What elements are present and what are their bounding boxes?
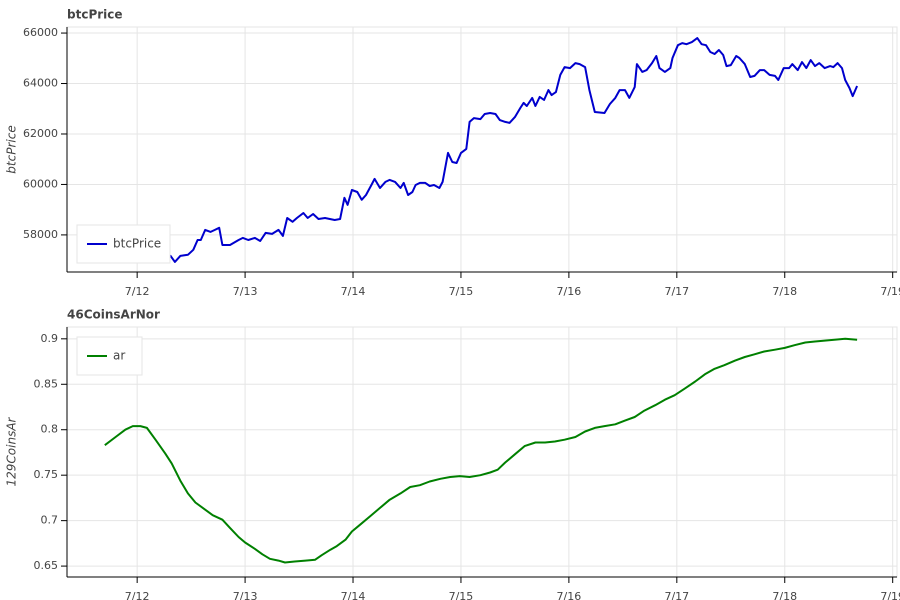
- legend-label: btcPrice: [113, 237, 161, 251]
- y-axis-label: 129CoinsAr: [5, 416, 19, 486]
- x-tick-label: 7/12: [125, 285, 150, 298]
- x-tick-label: 7/18: [772, 590, 797, 600]
- y-tick-label: 0.8: [41, 423, 59, 436]
- y-tick-label: 0.9: [41, 332, 59, 345]
- y-tick-label: 66000: [23, 26, 58, 39]
- y-tick-label: 58000: [23, 228, 58, 241]
- legend-box: [76, 336, 143, 376]
- y-tick-label: 0.85: [34, 377, 59, 390]
- y-tick-label: 62000: [23, 127, 58, 140]
- y-axis-label: btcPrice: [5, 125, 19, 173]
- chart-title: 46CoinsArNor: [67, 308, 160, 322]
- y-tick-label: 0.75: [34, 468, 59, 481]
- data-line: [104, 37, 859, 263]
- plot-frame: [66, 326, 898, 578]
- x-tick-label: 7/14: [341, 285, 366, 298]
- x-tick-label: 7/13: [233, 590, 258, 600]
- x-tick-label: 7/19: [880, 285, 900, 298]
- x-tick-label: 7/13: [233, 285, 258, 298]
- y-tick-label: 60000: [23, 177, 58, 190]
- y-tick-label: 0.7: [41, 514, 59, 527]
- y-tick-label: 64000: [23, 77, 58, 90]
- y-tick-label: 0.65: [34, 559, 59, 572]
- x-tick-label: 7/17: [664, 590, 689, 600]
- x-tick-label: 7/16: [557, 285, 582, 298]
- x-tick-label: 7/15: [449, 285, 474, 298]
- x-tick-label: 7/15: [449, 590, 474, 600]
- x-tick-label: 7/17: [664, 285, 689, 298]
- legend-label: ar: [113, 349, 125, 363]
- x-tick-label: 7/18: [772, 285, 797, 298]
- x-tick-label: 7/19: [880, 590, 900, 600]
- data-line: [104, 337, 858, 564]
- x-tick-label: 7/16: [557, 590, 582, 600]
- x-tick-label: 7/12: [125, 590, 150, 600]
- chart-title: btcPrice: [67, 8, 123, 22]
- x-tick-label: 7/14: [341, 590, 366, 600]
